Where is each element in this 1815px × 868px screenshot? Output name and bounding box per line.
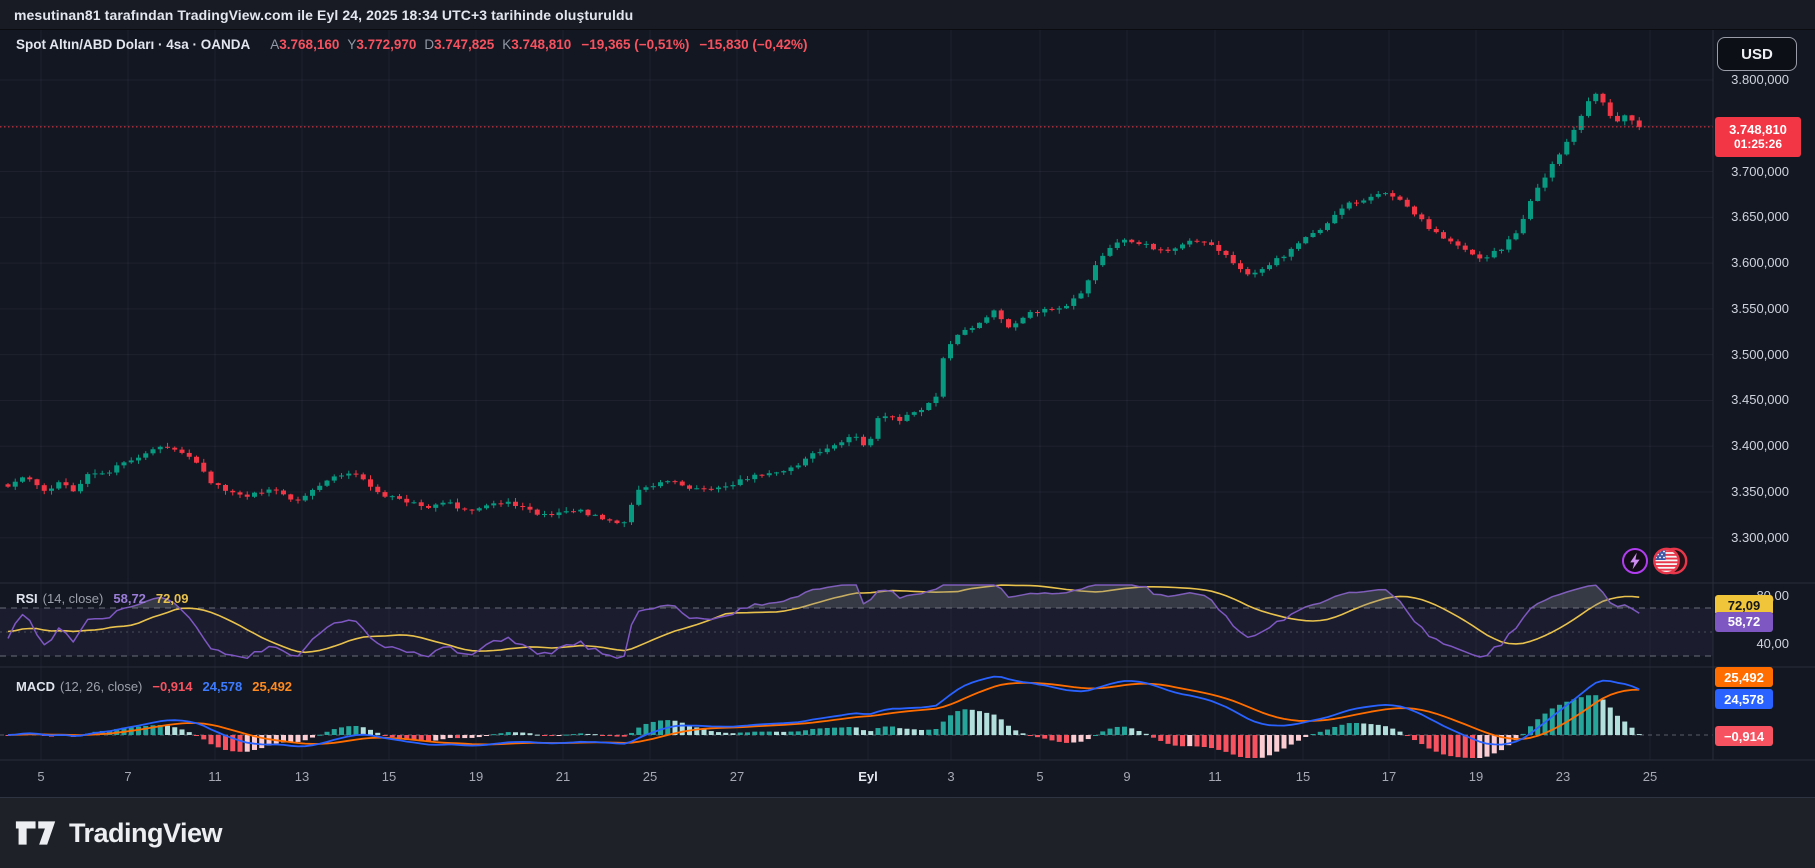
rsi-badge: 58,72 xyxy=(1715,611,1773,632)
low-label: D xyxy=(424,37,435,52)
macd-hist-value: −0,914 xyxy=(152,679,193,694)
rsi-title: RSI xyxy=(16,591,38,606)
bar-countdown: 01:25:26 xyxy=(1733,136,1783,151)
rsi-legend[interactable]: RSI (14, close) 58,72 72,09 xyxy=(16,591,188,606)
macd-hist-badge: −0,914 xyxy=(1715,726,1773,747)
time-axis-label: 9 xyxy=(1123,769,1131,784)
close-label: K xyxy=(502,37,512,52)
time-axis-label: 11 xyxy=(208,769,222,784)
tradingview-logo-icon[interactable] xyxy=(15,818,57,848)
open-label: A xyxy=(270,37,280,52)
price-axis-label: 3.800,000 xyxy=(1731,72,1789,87)
price-axis-label: 3.500,000 xyxy=(1731,346,1789,362)
time-axis-label: 15 xyxy=(381,769,397,784)
time-axis-label: 19 xyxy=(468,769,484,784)
price-axis-label: 3.550,000 xyxy=(1731,300,1789,316)
time-axis-label: 17 xyxy=(1381,769,1397,784)
price-axis-label: 3.350,000 xyxy=(1731,484,1789,500)
attribution-text: mesutinan81 tarafından TradingView.com i… xyxy=(14,6,634,23)
macd-signal-badge: 25,492 xyxy=(1715,667,1773,688)
macd-title: MACD xyxy=(16,679,55,694)
time-axis[interactable]: 5 7 11 13 15 19 21 25 27 Eyl 3 5 9 11 15 17 19 23 25 xyxy=(0,760,1713,797)
time-axis-label: 25 xyxy=(642,769,658,784)
time-axis-label: 25 xyxy=(1642,769,1658,784)
macd-params: (12, 26, close) xyxy=(60,679,143,694)
high-label: Y xyxy=(347,37,357,52)
price-axis-label: 3.650,000 xyxy=(1731,209,1789,225)
rsi-ma-value: 72,09 xyxy=(155,591,189,606)
price-axis-label: 3.450,000 xyxy=(1731,392,1789,408)
low-value: 3.747,825 xyxy=(434,37,495,52)
time-axis-label: 7 xyxy=(124,769,132,784)
time-axis-label: 5 xyxy=(37,769,45,784)
time-axis-label: 27 xyxy=(729,769,745,784)
high-value: 3.772,970 xyxy=(356,37,417,52)
time-axis-label: 15 xyxy=(1295,769,1311,784)
economic-event-us-flag-icon[interactable] xyxy=(1652,546,1692,581)
open-value: 3.768,160 xyxy=(279,37,340,52)
symbol-title: Spot Altın/ABD Doları · 4sa · OANDA xyxy=(16,37,251,52)
price-axis-label: 3.700,000 xyxy=(1731,163,1789,179)
currency-button[interactable]: USD xyxy=(1717,37,1797,71)
attribution-bar: mesutinan81 tarafından TradingView.com i… xyxy=(0,0,1815,30)
close-value: 3.748,810 xyxy=(511,37,572,52)
time-axis-label: 13 xyxy=(294,769,310,784)
time-axis-label: 21 xyxy=(555,769,571,784)
price-axis-label: 3.400,000 xyxy=(1731,438,1789,454)
time-axis-label: 3 xyxy=(947,769,955,784)
time-axis-label: Eyl xyxy=(858,769,878,784)
last-price-value: 3.748,810 xyxy=(1729,121,1787,137)
economic-event-lightning-icon[interactable] xyxy=(1621,547,1649,580)
macd-signal-value: 25,492 xyxy=(252,679,293,694)
last-price-badge: 3.748,810 01:25:26 xyxy=(1715,116,1801,157)
rsi-value: 58,72 xyxy=(113,591,146,606)
rsi-ma-badge: 72,09 xyxy=(1715,595,1773,616)
time-axis-label: 19 xyxy=(1468,769,1484,784)
change-secondary-value: −15,830 (−0,42%) xyxy=(699,37,808,52)
tradingview-logo-text[interactable]: TradingView xyxy=(69,817,223,848)
rsi-params: (14, close) xyxy=(42,591,104,606)
rsi-axis-label: 40,00 xyxy=(1756,636,1789,651)
time-axis-label: 5 xyxy=(1036,769,1044,784)
macd-legend[interactable]: MACD (12, 26, close) −0,914 24,578 25,49… xyxy=(16,679,292,694)
price-axis[interactable]: 3.748,810 01:25:26 72,09 58,72 25,492 24… xyxy=(1713,0,1815,797)
macd-line-badge: 24,578 xyxy=(1715,689,1773,710)
time-axis-label: 23 xyxy=(1555,769,1571,784)
price-axis-label: 3.300,000 xyxy=(1731,529,1789,545)
change-value: −19,365 (−0,51%) xyxy=(581,37,690,52)
macd-line-value: 24,578 xyxy=(202,679,243,694)
footer: TradingView xyxy=(0,797,1815,868)
symbol-legend[interactable]: Spot Altın/ABD Doları · 4sa · OANDA A 3.7… xyxy=(16,37,808,52)
time-axis-label: 11 xyxy=(1208,769,1222,784)
price-axis-label: 3.600,000 xyxy=(1731,255,1789,271)
